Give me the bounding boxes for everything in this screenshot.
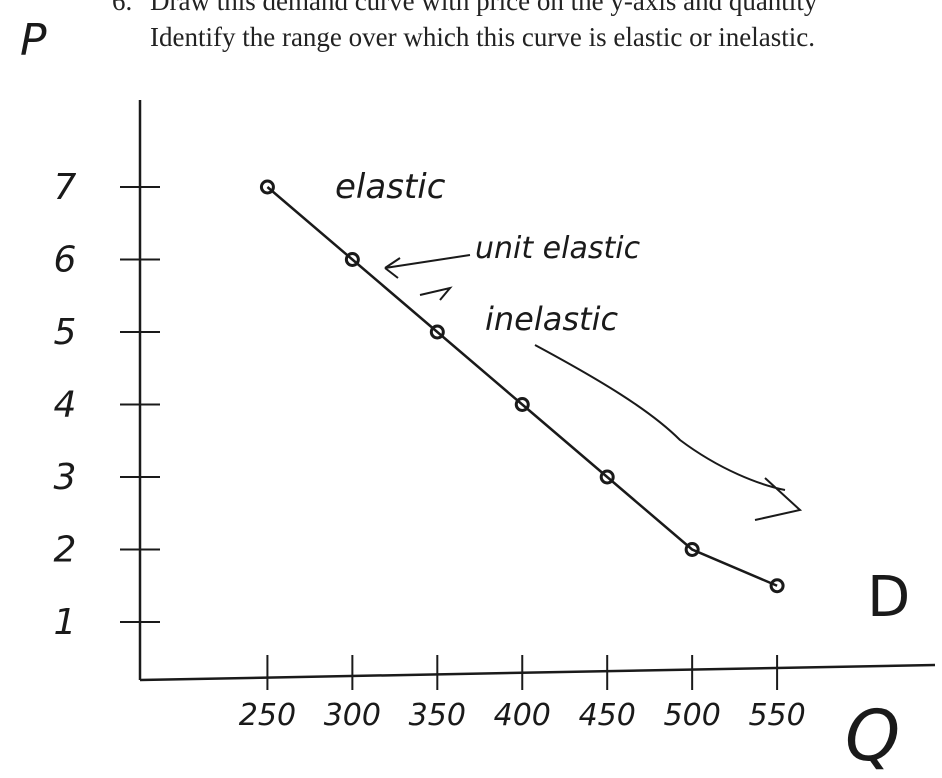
y-tick-label: 1: [54, 602, 77, 643]
annotation: unit elastic: [475, 231, 641, 266]
x-axis: [140, 665, 935, 680]
annotation: inelastic: [485, 300, 618, 338]
y-tick-label: 3: [54, 457, 77, 498]
x-axis-label: Q: [845, 695, 900, 777]
x-tick-label: 400: [494, 698, 551, 733]
y-tick-label: 5: [54, 312, 77, 353]
x-tick-label: 550: [748, 698, 805, 733]
x-tick-label: 450: [579, 698, 636, 733]
x-tick-label: 250: [239, 698, 296, 733]
y-tick-label: 4: [54, 385, 77, 426]
y-axis-label: P: [20, 15, 47, 66]
chart: 6. Draw this demand curve with price on …: [0, 0, 942, 778]
question-line-2: Identify the range over which this curve…: [150, 22, 815, 52]
annotation: elastic: [335, 167, 446, 207]
arrow: [385, 255, 470, 278]
legend-label: D: [867, 565, 910, 630]
question-line-1: Draw this demand curve with price on the…: [150, 0, 818, 16]
arrow: [535, 345, 800, 520]
page: 6. Draw this demand curve with price on …: [0, 0, 942, 778]
x-tick-label: 300: [324, 698, 381, 733]
x-tick-label: 500: [664, 698, 721, 733]
x-tick-label: 350: [409, 698, 466, 733]
y-tick-label: 7: [54, 167, 77, 208]
y-tick-label: 2: [54, 530, 77, 571]
question-number: 6.: [112, 0, 132, 16]
y-tick-label: 6: [54, 240, 77, 281]
arrow: [420, 288, 450, 300]
